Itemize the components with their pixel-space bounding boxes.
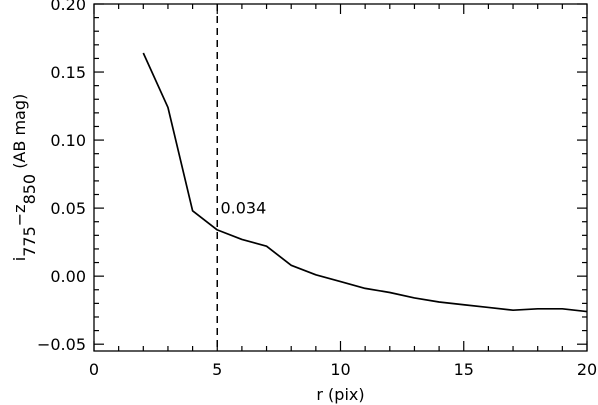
value-annotation: 0.034 — [220, 198, 266, 217]
y-tick-label: 0.15 — [50, 63, 86, 82]
x-tick-label: 15 — [454, 360, 474, 379]
y-tick-label: 0.05 — [50, 199, 86, 218]
y-axis-label-unit: (AB mag) — [10, 94, 29, 174]
y-axis-label-sub1: 775 — [20, 226, 39, 257]
y-tick-label: 0.00 — [50, 267, 86, 286]
x-tick-label: 0 — [89, 360, 99, 379]
x-axis-label: r (pix) — [316, 385, 364, 404]
y-axis-label-sub2: 850 — [20, 174, 39, 205]
plot-frame — [93, 3, 588, 352]
x-tick-label: 20 — [577, 360, 597, 379]
y-axis-tick-labels: −0.05 0.00 0.05 0.10 0.15 0.20 — [37, 0, 86, 354]
x-axis-tick-labels: 0 5 10 15 20 — [89, 360, 597, 379]
annotation-group: 0.034 — [220, 198, 266, 217]
x-tick-label: 5 — [212, 360, 222, 379]
y-tick-label: −0.05 — [37, 335, 86, 354]
y-tick-label: 0.20 — [50, 0, 86, 14]
x-tick-label: 10 — [330, 360, 350, 379]
series-group — [142, 52, 588, 313]
x-axis-ticks — [93, 4, 588, 351]
data-series-line — [142, 52, 588, 313]
y-axis-label: i775−z850 (AB mag) — [10, 94, 39, 261]
y-axis-label-mid: −z — [10, 204, 29, 226]
y-axis-ticks — [94, 3, 587, 345]
y-axis-label-base: i — [10, 257, 29, 261]
y-tick-label: 0.10 — [50, 131, 86, 150]
